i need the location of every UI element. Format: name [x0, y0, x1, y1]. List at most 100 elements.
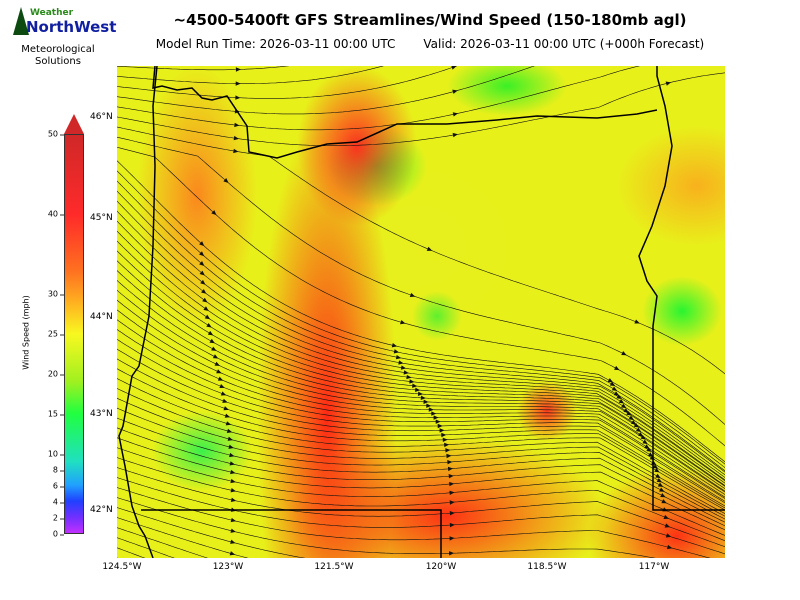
streamline-arrow	[230, 469, 236, 475]
streamline-arrow	[216, 369, 222, 374]
streamline-arrow	[230, 478, 236, 484]
streamlines-layer	[117, 66, 725, 558]
streamline	[117, 309, 725, 495]
streamline-arrow	[449, 522, 455, 528]
streamline	[117, 280, 725, 489]
streamline	[117, 270, 725, 487]
streamline	[117, 547, 146, 558]
streamline	[117, 66, 290, 71]
streamline-arrow	[607, 378, 614, 383]
streamline-arrow	[235, 95, 241, 100]
streamline	[117, 467, 725, 548]
coastline	[118, 66, 158, 558]
streamline	[117, 477, 725, 555]
streamline-arrow	[200, 279, 206, 285]
streamline-arrow	[635, 427, 642, 433]
california-nevada-border	[141, 509, 442, 558]
streamline	[117, 358, 725, 507]
streamline-arrow	[233, 148, 239, 154]
streamline-arrow	[618, 399, 625, 404]
streamline	[117, 507, 306, 558]
streamline-arrow	[409, 379, 415, 384]
streamline	[117, 487, 711, 558]
streamline-arrow	[423, 399, 429, 404]
streamline-arrow	[235, 81, 241, 86]
colorbar-tick: 40	[40, 210, 64, 219]
streamline	[117, 417, 725, 523]
streamline	[117, 537, 175, 558]
streamline-arrow	[426, 403, 432, 408]
streamline-arrow	[206, 322, 212, 328]
streamline	[117, 348, 725, 504]
streamline-arrow	[224, 413, 231, 418]
streamline-arrow	[647, 452, 654, 457]
streamline-arrow	[223, 178, 229, 183]
streamline	[117, 136, 725, 425]
streamline-arrow	[449, 490, 455, 495]
streamline	[117, 190, 725, 472]
streamline-arrow	[652, 464, 659, 469]
lat-label: 42°N	[90, 505, 113, 515]
streamline-arrow	[223, 406, 229, 411]
streamline	[117, 240, 725, 482]
chart-title: ~4500-5400ft GFS Streamlines/Wind Speed …	[173, 11, 687, 29]
streamline-arrow	[441, 432, 447, 438]
streamline-arrow	[449, 511, 455, 516]
streamline-arrow	[657, 482, 664, 487]
streamline-arrow	[226, 428, 233, 434]
streamline-arrow	[642, 439, 648, 445]
colorbar-label: Wind Speed (mph)	[21, 295, 31, 370]
streamline-arrow	[220, 391, 227, 396]
streamline-arrow	[409, 292, 416, 297]
streamline-arrow	[611, 386, 618, 391]
colorbar	[64, 134, 84, 534]
streamline-arrow	[415, 387, 421, 392]
lon-label: 118.5°W	[527, 562, 567, 572]
weather-northwest-logo: Weather NorthWest Meteorological Solution…	[10, 4, 116, 68]
streamline-arrow	[437, 423, 443, 429]
lon-label: 123°W	[212, 562, 244, 572]
streamline-arrow	[420, 395, 426, 400]
streamline-arrow	[395, 354, 402, 360]
wind-speed-map	[117, 66, 725, 558]
streamline	[117, 66, 535, 115]
colorbar-tick: 8	[40, 466, 64, 475]
streamline-arrow	[628, 415, 635, 421]
streamline-arrow	[209, 338, 215, 344]
streamline	[117, 200, 725, 473]
streamline-arrow	[230, 528, 236, 533]
lon-label: 124.5°W	[102, 562, 142, 572]
streamline-arrow	[644, 444, 650, 449]
streamline-arrow	[207, 330, 214, 336]
streamline	[117, 210, 725, 476]
streamline-arrow	[435, 419, 441, 424]
streamline-arrow	[211, 346, 217, 351]
streamline-arrow	[204, 314, 211, 320]
streamline	[117, 66, 458, 99]
colorbar-tick: 2	[40, 514, 64, 523]
streamline	[117, 497, 656, 558]
colorbar-tick: 25	[40, 330, 64, 339]
streamline-arrow	[230, 497, 237, 502]
streamline-arrow	[659, 487, 665, 492]
streamline-arrow	[199, 261, 205, 266]
streamline	[117, 397, 725, 517]
streamline-arrow	[211, 210, 217, 216]
streamline	[117, 338, 725, 502]
streamline-arrow	[633, 422, 640, 428]
streamline-arrow	[661, 499, 667, 504]
streamline-arrow	[451, 66, 457, 70]
streamline	[117, 457, 725, 542]
streamline-arrow	[225, 421, 232, 426]
streamline-arrow	[640, 434, 646, 440]
streamline-arrow	[656, 477, 663, 483]
streamline-arrow	[621, 403, 627, 409]
streamline-arrow	[446, 453, 452, 459]
logo-subtitle: Meteorological Solutions	[21, 44, 95, 67]
streamline	[117, 126, 725, 375]
streamline-arrow	[646, 447, 652, 452]
streamline-arrow	[626, 411, 632, 416]
colorbar-tick: 0	[40, 530, 64, 539]
streamline-arrow	[222, 398, 228, 403]
streamline-arrow	[212, 354, 219, 359]
